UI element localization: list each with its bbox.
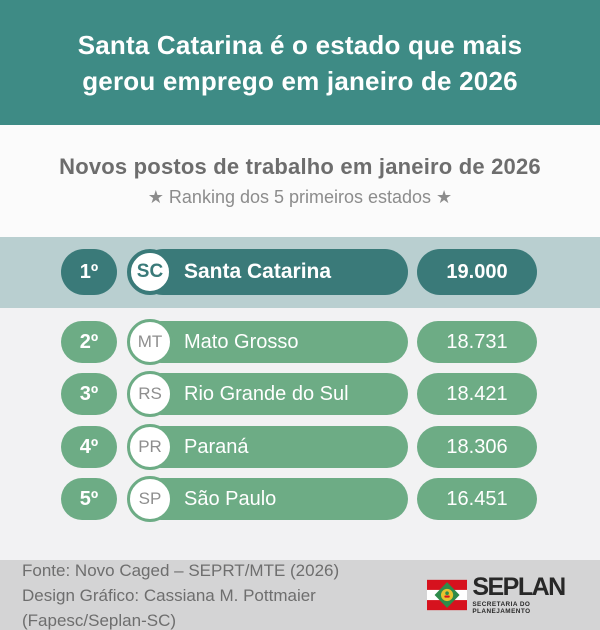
value-pill-5: 16.451 (417, 478, 537, 520)
rank-label: 5º (79, 487, 99, 510)
source-text: Fonte: Novo Caged – SEPRT/MTE (2026) (22, 560, 340, 580)
value-pill-2: 18.731 (417, 321, 537, 363)
state-bar-3: Rio Grande do Sul (140, 373, 408, 415)
state-name: Rio Grande do Sul (184, 382, 349, 405)
footer: Fonte: Novo Caged – SEPRT/MTE (2026) Des… (0, 560, 600, 630)
ranking-row-3: 3º Rio Grande do Sul RS 18.421 (61, 371, 539, 417)
ranking-row-1: 1º Santa Catarina SC 19.000 (61, 249, 539, 295)
state-abbr: MT (137, 332, 163, 351)
state-bar-5: São Paulo (140, 478, 408, 520)
rank-label: 1º (79, 260, 99, 283)
rank-label: 2º (79, 330, 99, 353)
rank-badge-1: 1º (61, 249, 117, 295)
state-name: São Paulo (184, 487, 277, 510)
rank-label: 4º (79, 435, 99, 458)
ranking-row-2: 2º Mato Grosso MT 18.731 (61, 319, 539, 365)
section-title: Novos postos de trabalho em janeiro de 2… (59, 154, 541, 179)
value-pill-4: 18.306 (417, 426, 537, 468)
state-abbr: SC (136, 261, 164, 282)
rank-badge-2: 2º (61, 321, 117, 363)
state-abbr-badge-2: MT (127, 319, 173, 365)
seplan-logo-name: SEPLAN (472, 573, 566, 601)
state-abbr: PR (138, 437, 162, 456)
rank-badge-5: 5º (61, 478, 117, 520)
state-abbr: SP (138, 489, 162, 508)
state-abbr-badge-4: PR (127, 424, 173, 470)
value-label: 18.421 (446, 382, 508, 405)
header-banner: Santa Catarina é o estado que mais gerou … (0, 0, 600, 125)
state-abbr-badge-1: SC (127, 249, 173, 295)
ranking-row-4: 4º Paraná PR 18.306 (61, 424, 539, 470)
rank-label: 3º (79, 382, 99, 405)
state-bar-2: Mato Grosso (140, 321, 408, 363)
state-bar-4: Paraná (140, 426, 408, 468)
state-abbr-badge-5: SP (127, 476, 173, 522)
rank-badge-4: 4º (61, 426, 117, 468)
value-label: 19.000 (446, 260, 508, 283)
rank-badge-3: 3º (61, 373, 117, 415)
state-name: Paraná (184, 435, 249, 458)
value-label: 18.306 (446, 435, 508, 458)
section-header: Novos postos de trabalho em janeiro de 2… (0, 125, 600, 237)
main-title-line2: gerou emprego em janeiro de 2026 (82, 65, 518, 96)
main-title: Santa Catarina é o estado que mais gerou … (78, 27, 523, 99)
value-pill-3: 18.421 (417, 373, 537, 415)
value-label: 16.451 (446, 487, 508, 510)
state-name: Santa Catarina (184, 260, 332, 283)
section-caption: ★ Ranking dos 5 primeiros estados ★ (147, 187, 453, 207)
seplan-logo-tagline: SECRETARIA DO PLANEJAMENTO (472, 601, 531, 615)
credits: Fonte: Novo Caged – SEPRT/MTE (2026) Des… (22, 558, 427, 630)
design-credit-text: Design Gráfico: Cassiana M. Pottmaier (F… (22, 585, 316, 630)
value-pill-1: 19.000 (417, 249, 537, 295)
state-bar-1: Santa Catarina (140, 249, 408, 295)
ranking-row-5: 5º São Paulo SP 16.451 (61, 476, 539, 522)
santa-catarina-flag-icon (427, 579, 468, 611)
seplan-wordmark: SEPLAN SECRETARIA DO PLANEJAMENTO (472, 573, 578, 616)
value-label: 18.731 (446, 330, 508, 353)
state-abbr: RS (138, 384, 162, 403)
main-title-line1: Santa Catarina é o estado que mais (77, 29, 523, 60)
seplan-logo: SEPLAN SECRETARIA DO PLANEJAMENTO (427, 575, 578, 615)
state-name: Mato Grosso (184, 330, 299, 353)
state-abbr-badge-3: RS (127, 371, 173, 417)
